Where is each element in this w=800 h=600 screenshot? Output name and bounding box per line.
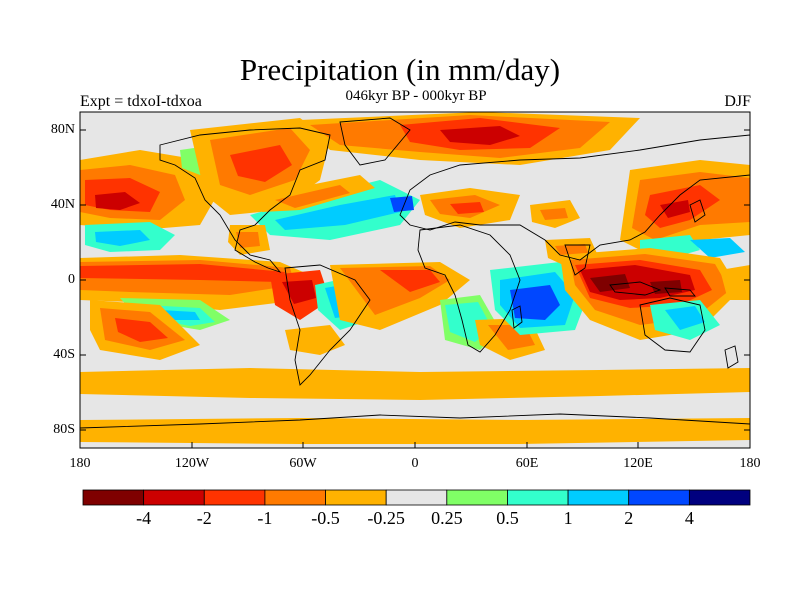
precip-region: [80, 368, 750, 400]
precip-region: [275, 195, 400, 230]
lon-tick-label: 180: [69, 456, 91, 471]
precip-region: [590, 274, 630, 292]
coastline-new-zealand: [724, 345, 739, 369]
precip-region: [450, 202, 484, 214]
colorbar: [82, 489, 751, 506]
coastline-africa: [417, 224, 521, 353]
colorbar-box: [203, 489, 266, 506]
colorbar-box: [567, 489, 630, 506]
lat-tick-label: 40S: [53, 347, 75, 362]
precip-region: [275, 185, 350, 208]
colorbar-label: -2: [196, 508, 212, 528]
precip-region: [80, 418, 750, 444]
precip-region: [510, 285, 560, 320]
chart-title: Precipitation (in mm/day): [239, 52, 561, 87]
coastline-india: [564, 244, 591, 276]
colorbar-box: [82, 489, 145, 506]
colorbar-box: [446, 489, 508, 506]
precip-region: [540, 208, 568, 220]
colorbar-label: -0.5: [311, 508, 340, 528]
colorbar-label: -1: [257, 508, 273, 528]
precip-region: [115, 318, 168, 342]
lon-tick-label: 0: [411, 456, 419, 471]
precip-region: [380, 270, 440, 292]
coastline-europe-asia: [399, 134, 750, 261]
colorbar-label: 0.25: [431, 508, 463, 528]
chart-subtitle: 046kyr BP - 000kyr BP: [345, 88, 487, 104]
precip-region: [95, 230, 150, 246]
lon-tick-label: 60E: [515, 456, 539, 471]
colorbar-box: [325, 489, 387, 506]
precip-region: [80, 264, 285, 282]
colorbar-label: -4: [136, 508, 152, 528]
colorbar-box: [385, 489, 448, 506]
axis-ticks: [80, 129, 750, 448]
precip-region: [230, 145, 292, 182]
lon-tick-label: 60W: [289, 456, 317, 471]
colorbar-box: [143, 489, 205, 506]
coastline-australia: [639, 297, 706, 353]
lon-tick-label: 180: [739, 456, 761, 471]
precip-region: [236, 232, 260, 248]
coastlines: [80, 117, 750, 429]
precip-region: [390, 196, 414, 212]
lon-tick-label: 120E: [623, 456, 653, 471]
lon-tick-label: 120W: [174, 456, 210, 471]
colorbar-label: 4: [684, 508, 694, 528]
lat-tick-label: 0: [68, 272, 75, 287]
coastline-new-guinea: [664, 287, 696, 297]
precip-field: [80, 112, 750, 448]
colorbar-box: [688, 489, 751, 506]
colorbar-label: -0.25: [367, 508, 405, 528]
colorbar-label: 0.5: [496, 508, 519, 528]
colorbar-box: [264, 489, 326, 506]
coastline-japan: [689, 199, 706, 223]
lat-tick-label: 40N: [50, 197, 75, 212]
colorbar-box: [507, 489, 569, 506]
experiment-label: Expt = tdxoI-tdxoa: [80, 93, 202, 110]
colorbar-box: [628, 489, 690, 506]
coastline-greenland: [339, 117, 411, 166]
coastline-madagascar: [511, 305, 523, 329]
season-label: DJF: [724, 93, 751, 110]
precip-region: [282, 280, 316, 304]
precip-region: [665, 306, 705, 330]
precip-region: [660, 200, 690, 218]
lat-tick-label: 80S: [53, 422, 75, 437]
colorbar-label: 2: [624, 508, 634, 528]
precip-region: [440, 126, 520, 145]
coastline-indonesia: [609, 281, 662, 296]
colorbar-label: 1: [563, 508, 573, 528]
precip-region: [95, 192, 140, 210]
coastline-south-america: [284, 264, 371, 386]
precip-region: [690, 238, 745, 258]
coastline-north-america: [159, 127, 331, 273]
precip-region: [720, 265, 750, 300]
lat-tick-label: 80N: [50, 122, 75, 137]
coastline-antarctica: [80, 413, 750, 429]
